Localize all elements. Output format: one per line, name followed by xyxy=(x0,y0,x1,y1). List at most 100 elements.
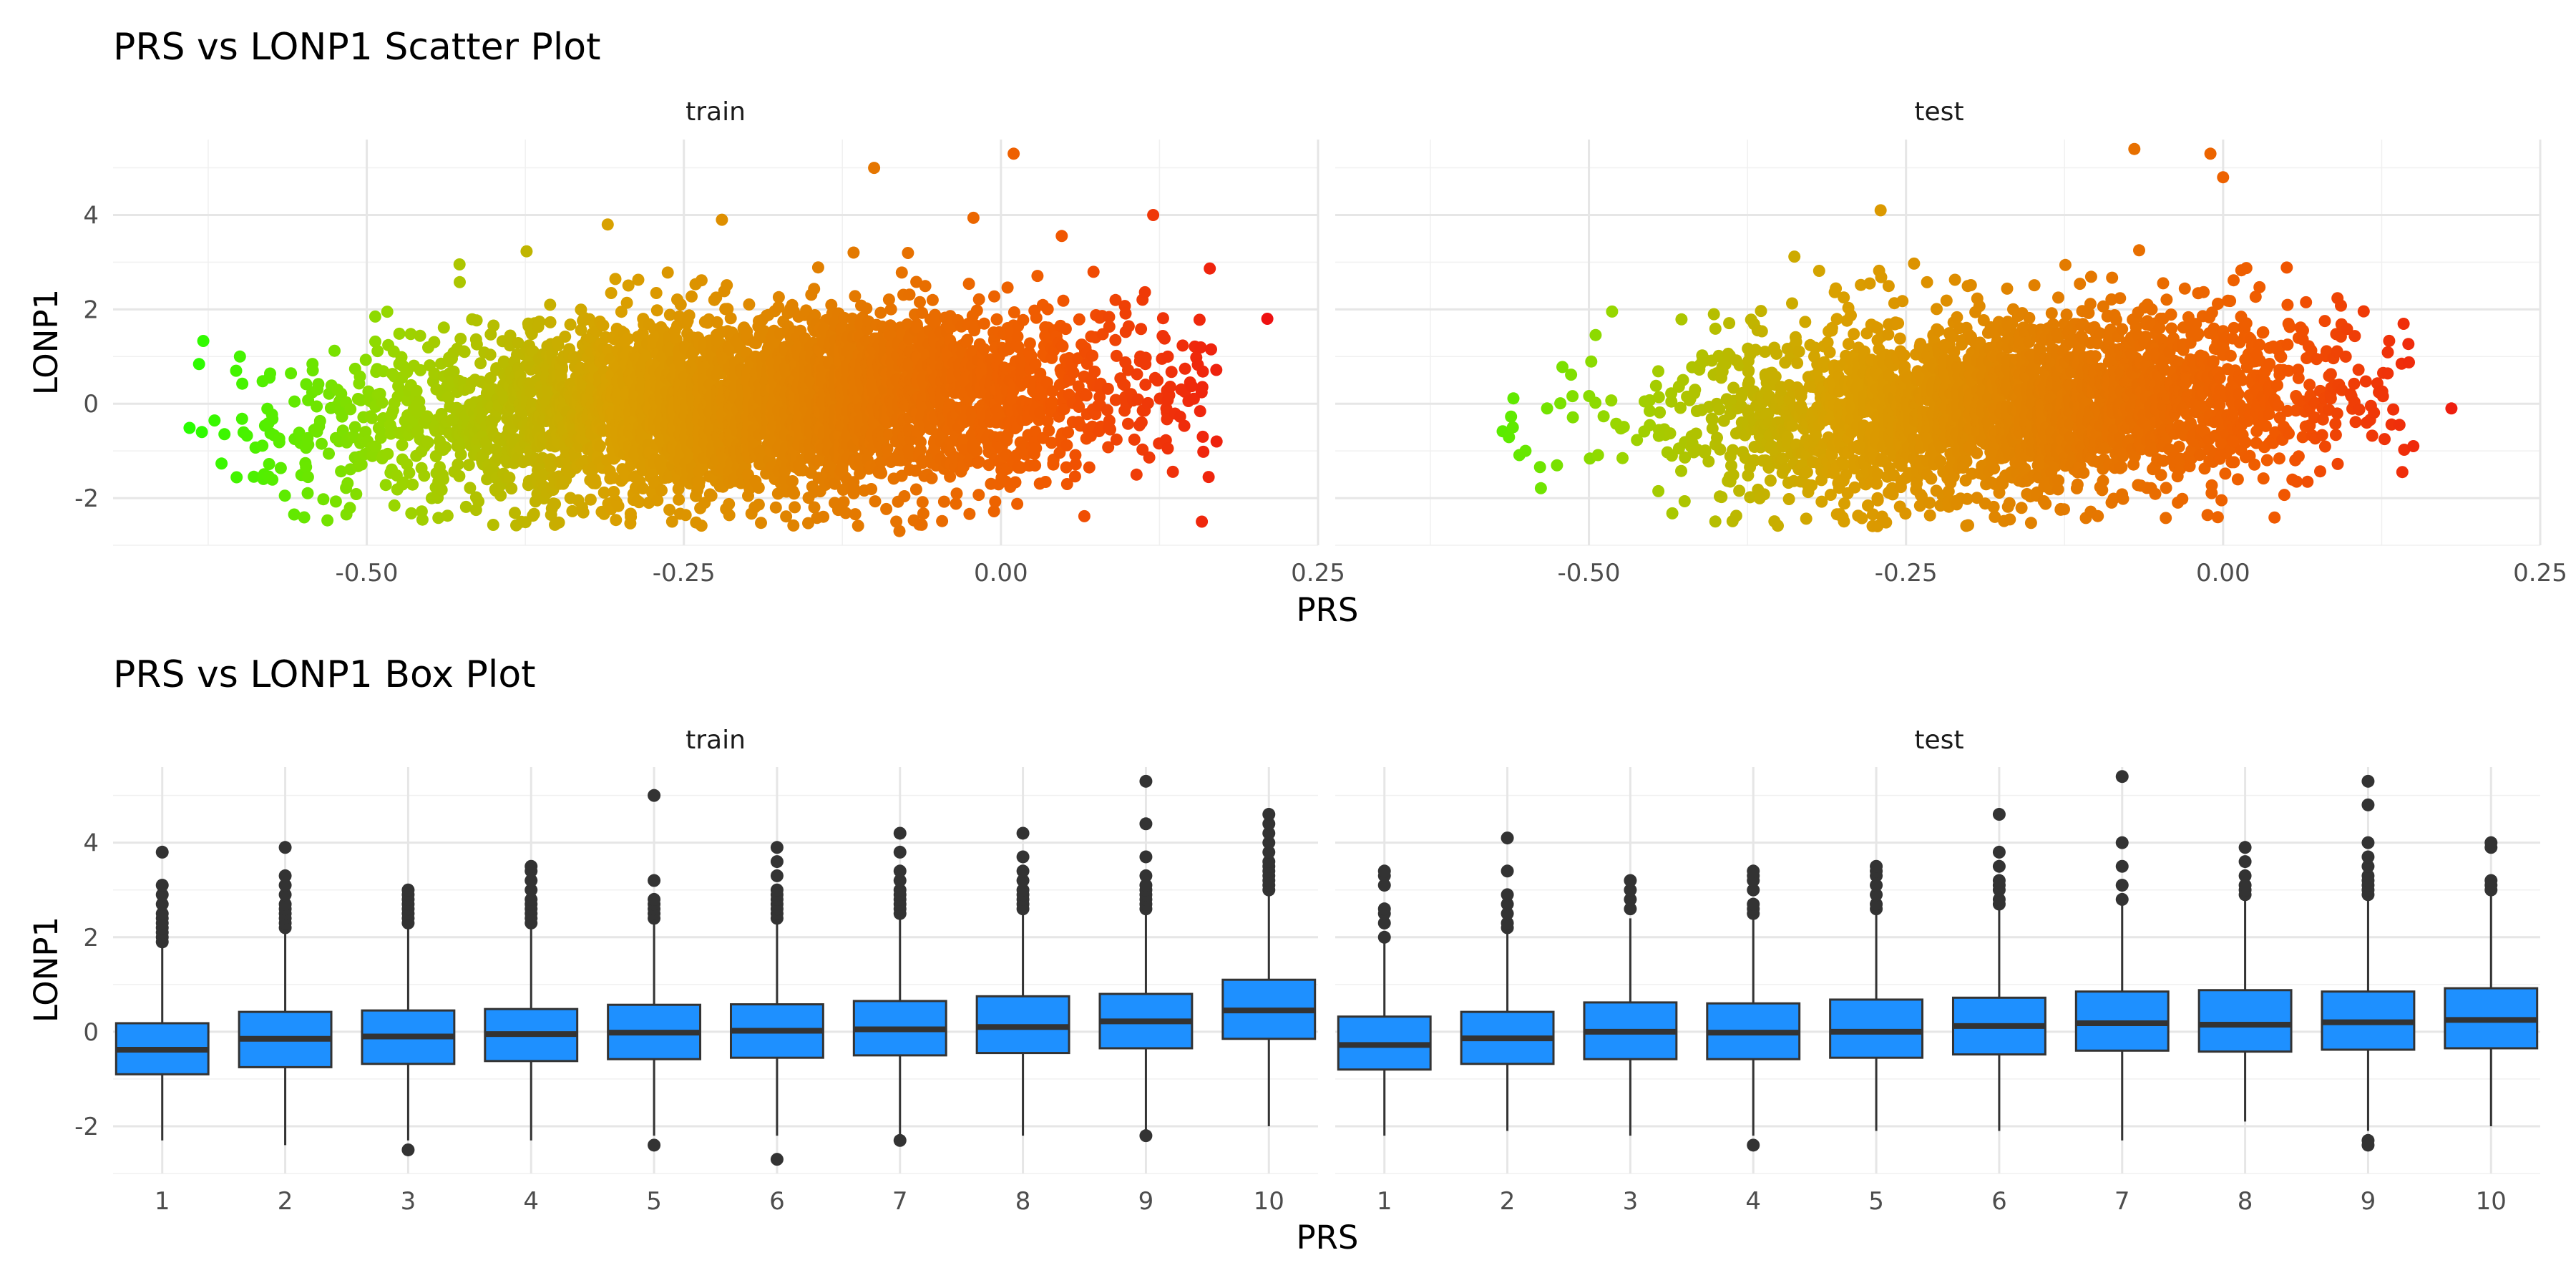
scatter-point xyxy=(1104,423,1116,436)
scatter-point xyxy=(1163,381,1176,393)
scatter-point xyxy=(615,306,628,318)
scatter-point xyxy=(1800,512,1813,525)
scatter-point xyxy=(362,385,375,398)
scatter-point xyxy=(278,489,291,502)
scatter-point xyxy=(723,497,736,510)
scatter-point xyxy=(593,439,606,452)
scatter-point xyxy=(432,512,445,525)
scatter-point xyxy=(552,339,565,351)
scatter-point xyxy=(1011,497,1024,510)
scatter-point xyxy=(673,493,686,506)
scatter-point xyxy=(1158,332,1171,345)
scatter-point xyxy=(1507,392,1520,405)
scatter-point xyxy=(1707,308,1720,321)
scatter-point xyxy=(1161,350,1174,363)
scatter-point xyxy=(1742,364,1755,377)
scatter-point xyxy=(655,484,668,497)
scatter-point xyxy=(1505,410,1518,423)
scatter-point xyxy=(355,458,368,471)
scatter-point xyxy=(405,507,418,519)
scatter-point xyxy=(1119,307,1132,320)
scatter-point xyxy=(462,459,475,472)
scatter-point xyxy=(1069,458,1082,471)
scatter-point xyxy=(1689,384,1702,396)
scatter-point xyxy=(1882,280,1895,293)
scatter-y-axis-label: LONP1 xyxy=(27,289,65,395)
scatter-point xyxy=(1001,281,1014,294)
scatter-point xyxy=(192,358,205,371)
scatter-point xyxy=(410,384,423,397)
scatter-point xyxy=(847,482,860,494)
scatter-point xyxy=(428,367,441,380)
scatter-point xyxy=(584,493,597,506)
scatter-point xyxy=(266,473,279,486)
scatter-point xyxy=(1161,442,1174,455)
scatter-y-tick-label: 4 xyxy=(83,201,99,230)
scatter-point xyxy=(1088,365,1101,378)
scatter-point xyxy=(1143,451,1156,464)
scatter-point xyxy=(1848,328,1860,341)
scatter-point xyxy=(622,333,634,345)
scatter-point xyxy=(633,496,645,509)
scatter-point xyxy=(396,439,409,452)
scatter-point xyxy=(636,327,649,340)
scatter-x-tick-label: -0.25 xyxy=(1875,559,1938,587)
scatter-point xyxy=(1880,516,1893,529)
scatter-point xyxy=(895,266,908,279)
scatter-point xyxy=(263,458,275,470)
scatter-panel-test: -0.50 -0.25 0.00 0.25 xyxy=(1335,140,2567,587)
scatter-point xyxy=(329,495,342,508)
scatter-point xyxy=(256,439,269,452)
scatter-point xyxy=(1706,413,1719,426)
scatter-point xyxy=(366,411,379,424)
scatter-point xyxy=(453,469,466,482)
scatter-point xyxy=(950,487,963,500)
scatter-point xyxy=(632,273,645,286)
scatter-point xyxy=(235,412,248,425)
scatter-point xyxy=(787,519,800,532)
scatter-y-tick-label: -2 xyxy=(74,484,99,513)
scatter-point xyxy=(970,444,983,457)
scatter-point xyxy=(915,518,928,531)
scatter-point xyxy=(341,477,354,489)
scatter-point xyxy=(1755,305,1767,318)
scatter-point xyxy=(937,495,950,508)
scatter-point xyxy=(893,525,906,537)
scatter-point xyxy=(1786,297,1798,310)
scatter-point xyxy=(418,469,431,482)
scatter-point xyxy=(1791,356,1804,369)
scatter-point xyxy=(273,436,286,449)
scatter-point xyxy=(1838,291,1850,304)
scatter-point xyxy=(1616,452,1629,464)
scatter-point xyxy=(439,441,452,454)
scatter-point xyxy=(454,275,466,288)
scatter-point xyxy=(990,313,1003,326)
scatter-point xyxy=(552,516,565,529)
scatter-point xyxy=(236,377,249,390)
scatter-point xyxy=(1196,381,1209,394)
scatter-point xyxy=(788,487,801,500)
scatter-point xyxy=(868,162,881,175)
scatter-point xyxy=(459,500,472,513)
scatter-point xyxy=(379,479,392,492)
scatter-point xyxy=(1030,441,1043,454)
scatter-point xyxy=(683,309,696,322)
scatter-point xyxy=(575,323,587,336)
scatter-point xyxy=(1103,321,1116,333)
scatter-point xyxy=(1073,313,1085,326)
scatter-point xyxy=(1030,311,1043,324)
scatter-point xyxy=(925,472,938,484)
scatter-point xyxy=(724,312,737,325)
scatter-point xyxy=(1194,341,1207,353)
scatter-point xyxy=(752,498,765,511)
scatter-point xyxy=(837,496,850,509)
scatter-point xyxy=(1147,209,1160,221)
scatter-point xyxy=(716,213,728,226)
scatter-point xyxy=(564,318,577,331)
scatter-point xyxy=(215,457,228,470)
scatter-point xyxy=(1109,333,1122,346)
scatter-point xyxy=(1519,444,1532,457)
scatter-point xyxy=(421,410,434,423)
scatter-point xyxy=(625,511,638,523)
scatter-point xyxy=(1110,433,1123,446)
